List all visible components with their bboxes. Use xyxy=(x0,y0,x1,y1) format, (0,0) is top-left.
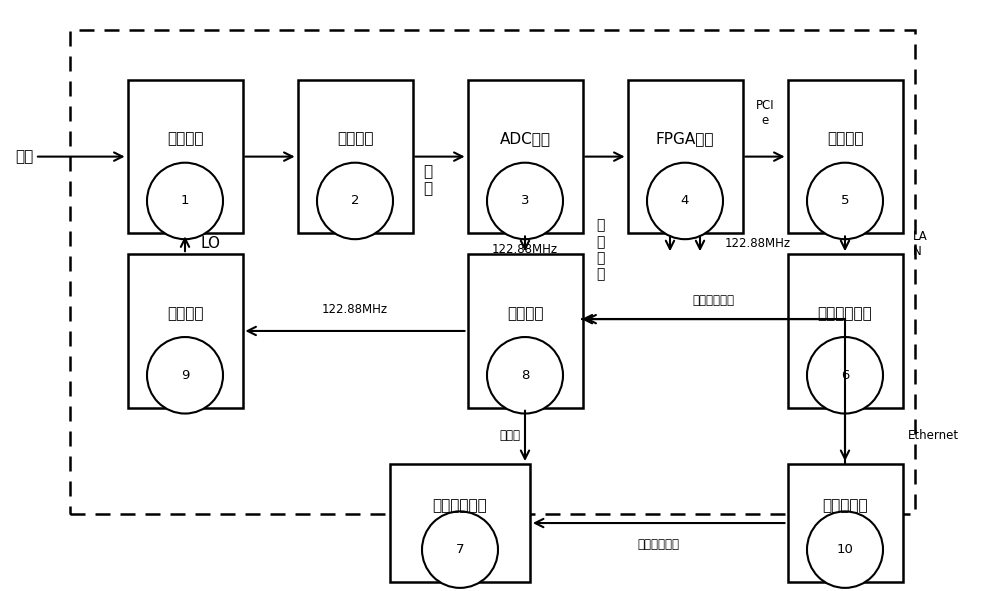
Bar xyxy=(788,80,902,233)
Text: 同步触发信号: 同步触发信号 xyxy=(638,538,680,551)
Bar xyxy=(390,464,530,582)
Text: 主控单元: 主控单元 xyxy=(827,131,863,147)
Ellipse shape xyxy=(317,163,393,239)
Ellipse shape xyxy=(807,163,883,239)
Ellipse shape xyxy=(147,337,223,414)
Ellipse shape xyxy=(487,337,563,414)
Text: 同步信号接口: 同步信号接口 xyxy=(433,498,487,513)
Text: 122.88MHz: 122.88MHz xyxy=(492,243,558,256)
Ellipse shape xyxy=(647,163,723,239)
Text: 变频单元: 变频单元 xyxy=(167,131,203,147)
Text: 中
频: 中 频 xyxy=(423,164,432,196)
Bar xyxy=(788,254,902,408)
Text: LA
N: LA N xyxy=(912,230,927,258)
Bar xyxy=(298,80,413,233)
Text: LO: LO xyxy=(200,236,220,251)
Text: 122.88MHz: 122.88MHz xyxy=(725,238,791,250)
Ellipse shape xyxy=(807,511,883,588)
Text: 2: 2 xyxy=(351,194,359,207)
Text: 参考单元: 参考单元 xyxy=(507,306,543,321)
Ellipse shape xyxy=(487,163,563,239)
Text: 数
字
信
号: 数 字 信 号 xyxy=(596,219,604,281)
Text: 4: 4 xyxy=(681,194,689,207)
Text: 网络传输接口: 网络传输接口 xyxy=(818,306,872,321)
Ellipse shape xyxy=(147,163,223,239)
Bar xyxy=(70,30,915,514)
Ellipse shape xyxy=(422,511,498,588)
Text: 8: 8 xyxy=(521,369,529,382)
Text: 滤波单元: 滤波单元 xyxy=(337,131,373,147)
Text: 3: 3 xyxy=(521,194,529,207)
Bar xyxy=(128,80,242,233)
Text: 同步触发信号: 同步触发信号 xyxy=(693,294,735,307)
Bar xyxy=(628,80,743,233)
Bar xyxy=(128,254,242,408)
Text: 9: 9 xyxy=(181,369,189,382)
Ellipse shape xyxy=(807,337,883,414)
Text: 122.88MHz: 122.88MHz xyxy=(322,303,388,316)
Bar xyxy=(468,80,582,233)
Text: 10: 10 xyxy=(837,543,853,556)
Text: 7: 7 xyxy=(456,543,464,556)
Text: 外参考: 外参考 xyxy=(499,430,520,442)
Text: 6: 6 xyxy=(841,369,849,382)
Text: ADC单元: ADC单元 xyxy=(500,131,550,147)
Text: 中心服务器: 中心服务器 xyxy=(822,498,868,513)
Text: PCI
e: PCI e xyxy=(756,99,774,127)
Text: FPGA单元: FPGA单元 xyxy=(656,131,714,147)
Text: 射频: 射频 xyxy=(15,149,33,164)
Bar xyxy=(468,254,582,408)
Bar xyxy=(788,464,902,582)
Text: Ethernet: Ethernet xyxy=(908,430,959,442)
Text: 5: 5 xyxy=(841,194,849,207)
Text: 1: 1 xyxy=(181,194,189,207)
Text: 本振单元: 本振单元 xyxy=(167,306,203,321)
